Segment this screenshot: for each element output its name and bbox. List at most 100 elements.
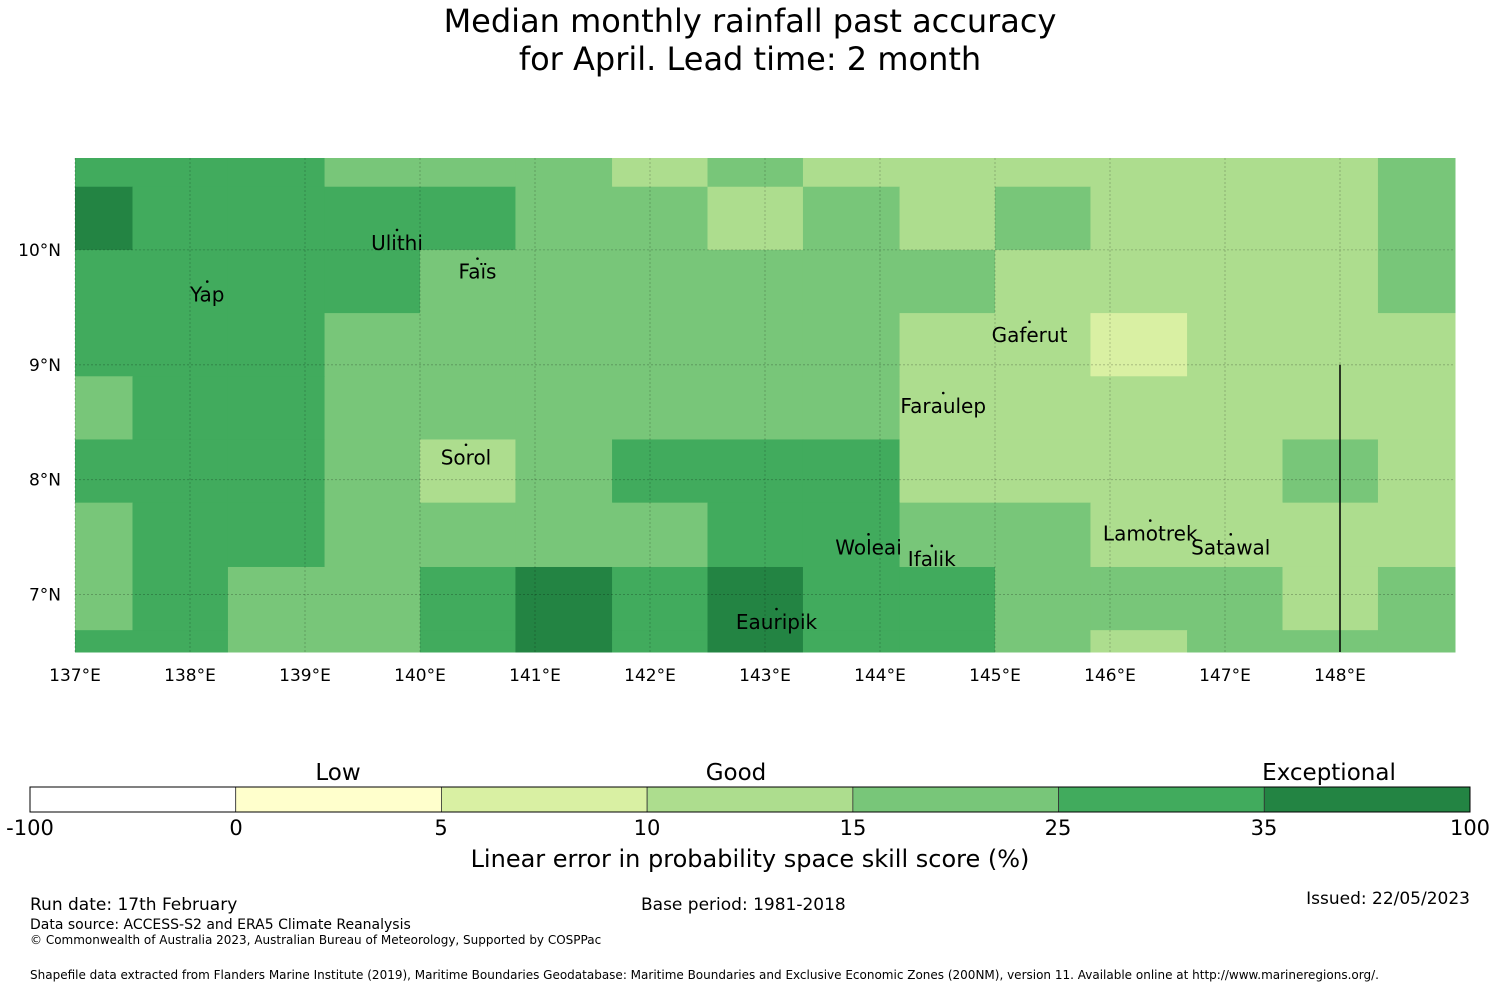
- skill-cell: [802, 313, 901, 377]
- skill-cell: [1282, 186, 1379, 251]
- map-title-line-1: Median monthly rainfall past accuracy: [443, 2, 1057, 40]
- skill-grid: [75, 158, 1456, 653]
- place-label: Yap: [189, 283, 224, 307]
- skill-cell: [1377, 566, 1456, 631]
- skill-cell: [995, 158, 1091, 188]
- colorbar-tick: 5: [434, 816, 448, 840]
- island-dot: [205, 280, 209, 283]
- skill-cell: [1187, 566, 1283, 631]
- skill-cell: [132, 313, 229, 377]
- island-dot: [464, 443, 468, 447]
- graticule: [74, 158, 1455, 652]
- skill-cell: [420, 376, 516, 440]
- skill-cell: [899, 502, 996, 568]
- place-label: Ulithi: [371, 231, 423, 255]
- skill-cell: [227, 186, 326, 251]
- longitude-tick-label: 147°E: [1199, 666, 1251, 686]
- longitude-tick-labels: 137°E 138°E 139°E 140°E 141°E 142°E 143°E 144°E…: [49, 666, 1366, 686]
- skill-cell: [612, 313, 708, 377]
- longitude-tick-label: 148°E: [1314, 666, 1366, 686]
- skill-cell: [1282, 249, 1379, 314]
- skill-cell: [227, 630, 326, 653]
- skill-cell: [1282, 630, 1379, 653]
- skill-cell: [75, 566, 133, 631]
- skill-cell: [1187, 439, 1283, 504]
- skill-cell: [612, 376, 708, 440]
- skill-cell: [802, 186, 901, 251]
- skill-cell: [707, 249, 804, 314]
- skill-cell: [75, 249, 133, 314]
- skill-cell: [132, 502, 229, 568]
- skill-cell: [612, 249, 708, 314]
- skill-cell: [1282, 158, 1379, 188]
- skill-cell: [75, 439, 133, 504]
- skill-cell: [899, 158, 996, 188]
- skill-cell: [802, 249, 901, 314]
- skill-cell: [707, 186, 804, 251]
- skill-cell: [227, 566, 326, 631]
- skill-cell: [420, 502, 516, 568]
- skill-cell: [515, 186, 613, 251]
- skill-cell: [132, 566, 229, 631]
- island-dot: [1229, 533, 1233, 536]
- colorbar-tick: 35: [1250, 816, 1278, 840]
- place-label: Faraulep: [900, 394, 986, 418]
- colorbar-segment: [29, 786, 237, 813]
- island-dot: [930, 544, 934, 548]
- skill-cell: [802, 502, 901, 568]
- place-label: Eauripik: [736, 610, 818, 634]
- map-title-line-2: for April. Lead time: 2 month: [518, 40, 982, 78]
- skill-cell: [324, 439, 421, 504]
- skill-cell: [75, 313, 133, 377]
- colorbar-tick: 100: [1449, 816, 1491, 840]
- skill-cell: [1090, 376, 1188, 440]
- skill-cell: [132, 186, 229, 251]
- colorbar-segment: [235, 786, 442, 813]
- skill-cell: [1377, 249, 1456, 314]
- colorbar-tick: 15: [839, 816, 867, 840]
- island-dot: [775, 607, 778, 611]
- skill-cell: [515, 502, 613, 568]
- skill-cell: [707, 566, 804, 631]
- skill-cell: [995, 439, 1091, 504]
- colorbar-tick: -100: [6, 816, 54, 840]
- skill-cell: [420, 439, 516, 504]
- skill-cell: [995, 376, 1091, 440]
- place-label: Satawal: [1191, 535, 1270, 559]
- skill-cell: [324, 158, 421, 188]
- colorbar-segment: [1058, 786, 1265, 813]
- longitude-tick-label: 138°E: [164, 666, 216, 686]
- colorbar-tick: 25: [1044, 816, 1072, 840]
- skill-cell: [324, 313, 421, 377]
- skill-cell: [802, 439, 901, 504]
- skill-cell: [995, 249, 1091, 314]
- skill-cell: [1187, 376, 1283, 440]
- skill-cell: [1282, 376, 1379, 440]
- longitude-tick-label: 142°E: [624, 666, 676, 686]
- skill-cell: [132, 158, 229, 188]
- skill-cell: [75, 630, 133, 653]
- skill-cell: [802, 158, 901, 188]
- skill-cell: [1090, 249, 1188, 314]
- category-good: Good: [705, 760, 767, 786]
- skill-cell: [227, 158, 326, 188]
- skill-cell: [707, 313, 804, 377]
- island-dot: [476, 257, 479, 260]
- island-dot: [941, 391, 945, 395]
- skill-cell: [132, 630, 229, 653]
- skill-cell: [995, 630, 1091, 653]
- island-dot: [1028, 320, 1031, 324]
- skill-cell: [515, 249, 613, 314]
- skill-cell: [1377, 376, 1456, 440]
- skill-cell: [1377, 158, 1456, 188]
- colorbar-segment: [1263, 786, 1471, 813]
- run-date: Run date: 17th February: [30, 895, 238, 915]
- skill-cell: [515, 630, 613, 653]
- skill-cell: [515, 566, 613, 631]
- skill-cell: [420, 630, 516, 653]
- island-dot: [1148, 519, 1152, 522]
- colorbar-segment: [441, 786, 648, 813]
- longitude-tick-label: 144°E: [854, 666, 906, 686]
- skill-cell: [1187, 502, 1283, 568]
